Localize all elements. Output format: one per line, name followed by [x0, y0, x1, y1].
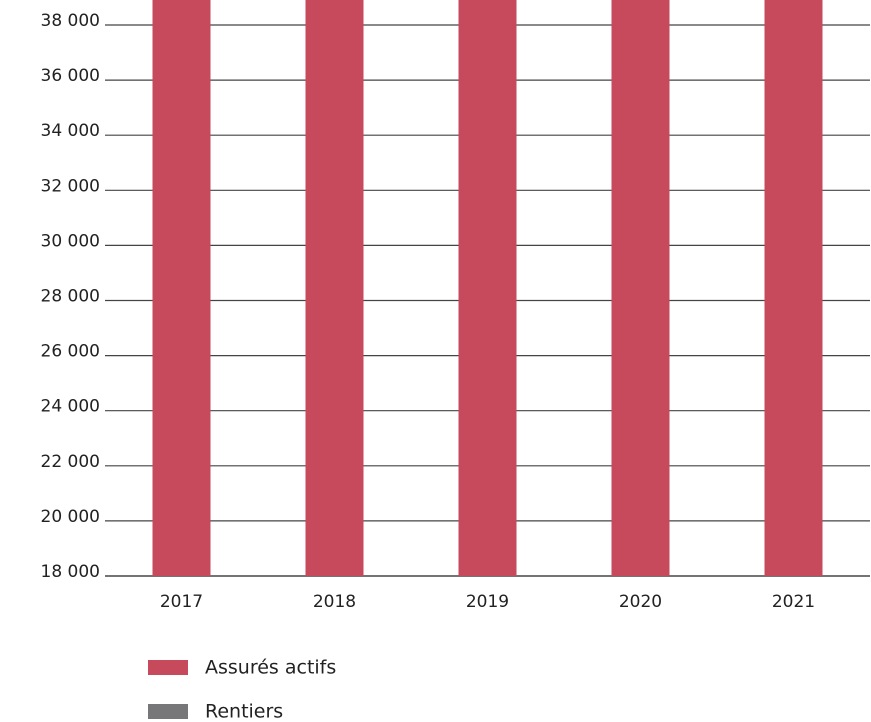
legend-label: Assurés actifs [205, 657, 336, 679]
x-tick-label: 2021 [772, 592, 815, 612]
y-tick-label: 38 000 [41, 11, 100, 31]
y-tick-label: 24 000 [41, 397, 100, 417]
legend-swatch [148, 704, 188, 719]
y-tick-label: 30 000 [41, 231, 100, 251]
y-tick-label: 32 000 [41, 176, 100, 196]
bar-segment [458, 0, 517, 577]
y-tick-label: 36 000 [41, 66, 100, 86]
bar-segment [152, 0, 211, 577]
bar-segment [305, 0, 364, 576]
y-tick-label: 28 000 [41, 287, 100, 307]
x-tick-label: 2020 [619, 592, 662, 612]
y-tick-label: 26 000 [41, 342, 100, 362]
bar-segment [764, 0, 823, 577]
bar-segment [611, 0, 670, 576]
x-tick-label: 2018 [313, 592, 356, 612]
y-tick-label: 20 000 [41, 507, 100, 527]
y-tick-label: 18 000 [41, 562, 100, 582]
x-tick-label: 2019 [466, 592, 509, 612]
y-tick-label: 34 000 [41, 121, 100, 141]
y-tick-label: 22 000 [41, 452, 100, 472]
legend-label: Rentiers [205, 701, 283, 722]
legend-swatch [148, 660, 188, 675]
x-tick-label: 2017 [160, 592, 203, 612]
